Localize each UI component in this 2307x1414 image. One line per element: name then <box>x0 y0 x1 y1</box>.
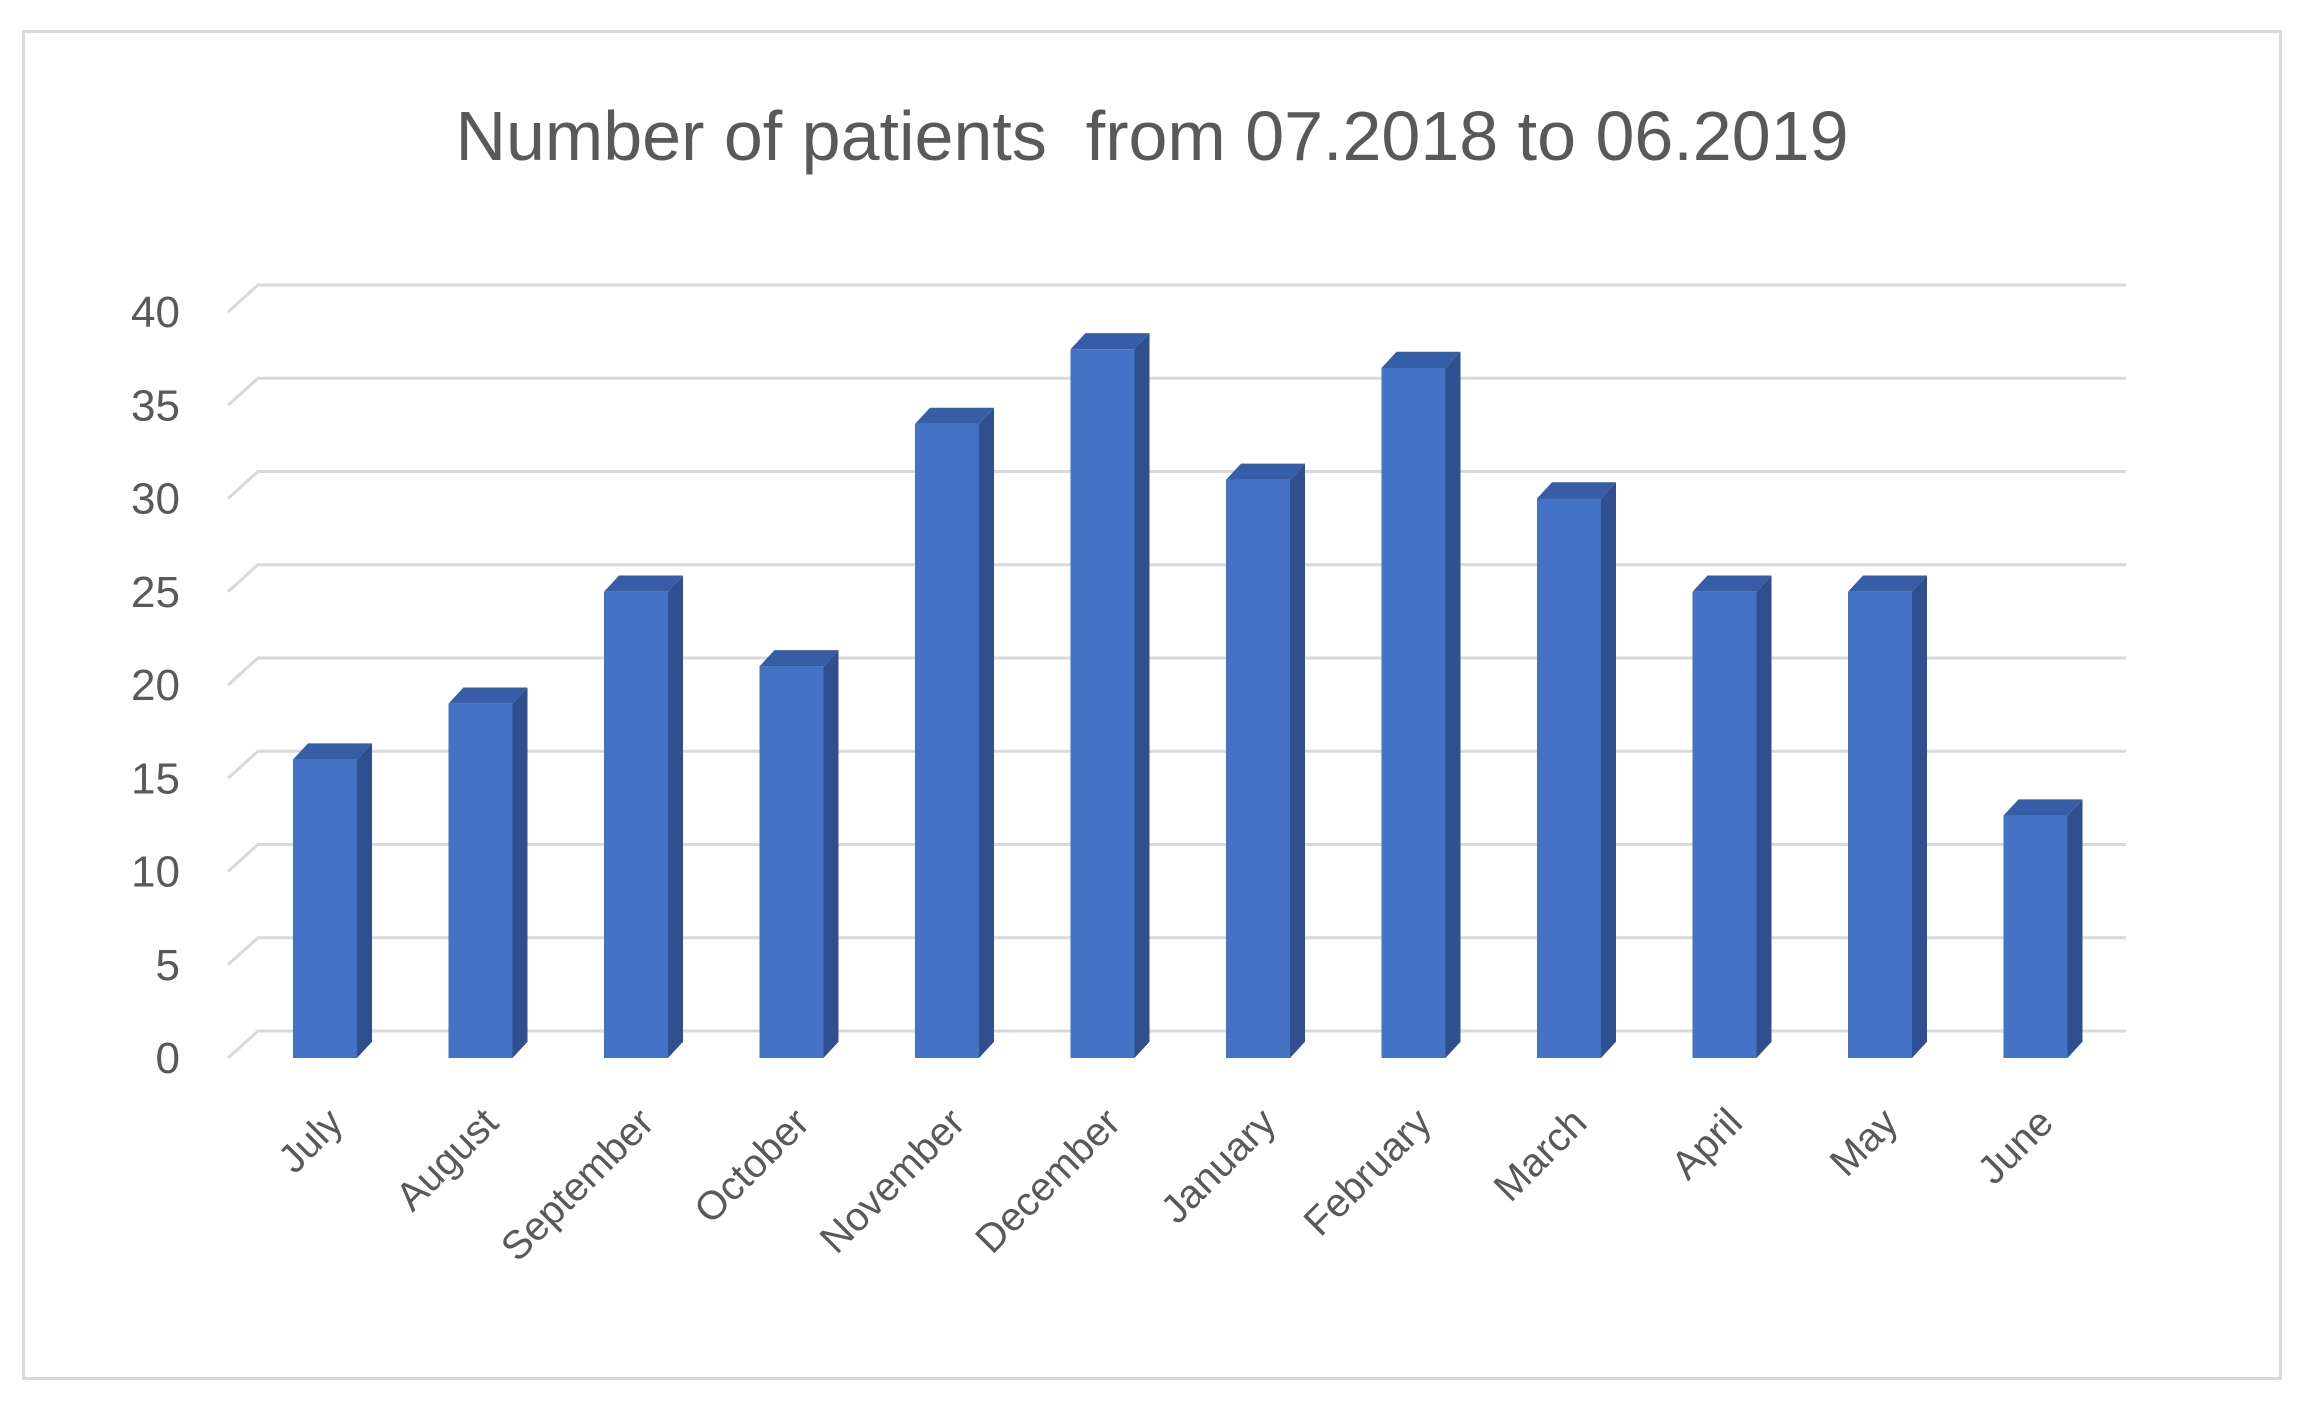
chart-title: Number of patients from 07.2018 to 06.20… <box>455 97 1848 175</box>
bar-front <box>1381 367 1446 1058</box>
bar-side <box>979 407 994 1058</box>
bar-side <box>1290 463 1305 1058</box>
y-tick-label: 10 <box>131 848 180 897</box>
x-tick-label: June <box>1969 1100 2061 1192</box>
gridline <box>226 656 2126 687</box>
bar <box>759 650 839 1058</box>
bar <box>915 407 994 1058</box>
bar <box>2003 799 2083 1058</box>
bar-top <box>1692 575 1772 592</box>
bar <box>1537 482 1616 1058</box>
bar-top <box>1226 463 1305 480</box>
bar <box>1692 575 1772 1058</box>
bar-front <box>1070 349 1135 1058</box>
y-tick-label: 20 <box>131 661 180 710</box>
y-tick-label: 35 <box>131 381 180 430</box>
x-tick-label: February <box>1296 1100 1440 1244</box>
gridline <box>226 376 2126 407</box>
gridline <box>226 936 2126 966</box>
x-tick-label: March <box>1486 1100 1596 1210</box>
bar-front <box>1537 498 1601 1058</box>
y-tick-label: 15 <box>131 754 180 803</box>
gridline <box>226 1029 2126 1060</box>
y-tick-label: 25 <box>131 568 180 617</box>
bar-side <box>2067 799 2083 1058</box>
bar <box>1381 351 1461 1058</box>
x-tick-label: October <box>686 1100 818 1232</box>
gridline <box>226 843 2126 873</box>
x-tick-label: January <box>1153 1100 1285 1232</box>
y-tick-label: 0 <box>156 1034 180 1083</box>
bar-top <box>1537 482 1616 499</box>
bar-top <box>759 650 839 667</box>
bar-front <box>293 759 357 1058</box>
gridline <box>226 563 2126 593</box>
gridline <box>226 283 2126 314</box>
bar-top <box>2003 799 2083 816</box>
bar-front <box>915 423 979 1058</box>
bar-front <box>2003 815 2068 1058</box>
bar-side <box>1445 351 1461 1058</box>
x-tick-label: July <box>270 1100 351 1181</box>
bar-top <box>1381 351 1461 368</box>
bar-top <box>915 407 994 424</box>
bar <box>1848 575 1927 1058</box>
bar <box>604 575 683 1058</box>
x-tick-label: April <box>1663 1100 1751 1188</box>
bar <box>1070 333 1150 1059</box>
bar-top <box>448 687 528 704</box>
bar-side <box>357 743 372 1058</box>
bars <box>293 333 2083 1059</box>
gridline <box>226 470 2126 500</box>
bar-front <box>759 666 824 1058</box>
bar-side <box>1912 575 1927 1058</box>
bar-front <box>448 703 513 1058</box>
bar-top <box>1848 575 1927 592</box>
bar <box>448 687 528 1058</box>
x-tick-label: May <box>1822 1100 1907 1185</box>
gridline <box>226 749 2126 780</box>
y-axis-ticks: 0 5 10 15 20 25 30 35 40 <box>131 288 180 1083</box>
bar-front <box>1848 591 1912 1058</box>
bar-side <box>1756 575 1772 1058</box>
y-tick-label: 5 <box>156 941 180 990</box>
bar-side <box>823 650 839 1058</box>
bar-top <box>1070 333 1150 350</box>
bar-front <box>1226 479 1290 1059</box>
x-tick-label: December <box>967 1100 1129 1262</box>
bar-side <box>1601 482 1616 1058</box>
bar-side <box>512 687 528 1058</box>
x-tick-label: September <box>493 1100 662 1269</box>
x-tick-label: August <box>388 1100 507 1219</box>
bar <box>293 743 372 1058</box>
bar-front <box>604 591 668 1058</box>
y-tick-label: 40 <box>131 288 180 337</box>
bar-front <box>1692 591 1757 1058</box>
gridlines <box>226 283 2126 1060</box>
y-tick-label: 30 <box>131 475 180 524</box>
bar-side <box>1134 333 1150 1059</box>
x-tick-label: November <box>812 1100 974 1262</box>
bar-top <box>293 743 372 760</box>
bar-top <box>604 575 683 592</box>
bar-side <box>668 575 683 1058</box>
bar <box>1226 463 1305 1059</box>
